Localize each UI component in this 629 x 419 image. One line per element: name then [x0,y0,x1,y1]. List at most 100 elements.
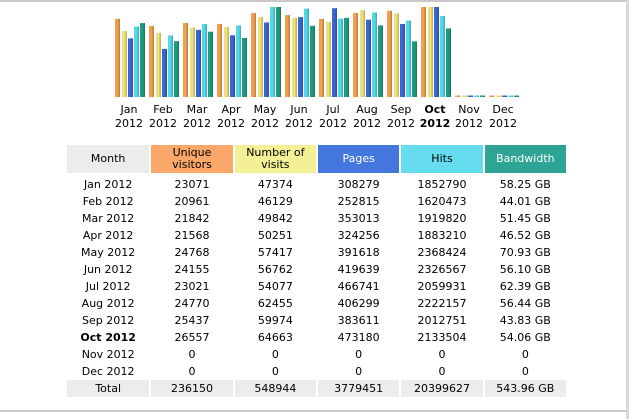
x-tick-year: 2012 [489,117,517,130]
bar-shade [511,95,513,97]
cell-hits: 2222157 [417,297,467,310]
bar-shade [390,10,392,98]
cell-visits: 49842 [257,212,293,225]
cell-visits: 0 [271,365,279,378]
bar-shade [381,25,383,97]
right-edge [626,0,629,419]
total-hits: 20399627 [401,380,483,397]
bar-hits-dec [508,95,513,97]
x-tick-year: 2012 [353,117,381,130]
bar-shade [118,18,120,97]
table-header-row: Month Unique visitors Number of visits P… [67,145,566,173]
bar-shade [199,29,201,98]
x-tick-month: Oct [424,103,445,116]
bar-shade [471,95,473,97]
cell-pages: 0 [355,348,363,361]
cell-visits: 47374 [257,178,293,191]
bar-hits-jan [134,26,139,97]
x-tick-month: May [254,103,277,116]
cell-unique: 24768 [174,246,210,259]
bar-shade [279,7,281,97]
cell-hits: 2059931 [417,280,467,293]
bar-shade [171,35,173,97]
total-unique: 236150 [151,380,233,397]
cell-unique: 0 [188,348,196,361]
cell-pages: 383611 [337,314,380,327]
bar-shade [186,22,188,98]
bar-pages-may [264,22,269,98]
bar-shade [261,17,263,97]
table-body: Jan 2012 23071 47374 308279 1852790 58.25 GB F… [67,176,566,397]
cell-bandwidth: 44.01 GB [499,195,551,208]
bar-shade [431,7,433,97]
cell-pages: 466741 [337,280,380,293]
cell-pages: 308279 [337,178,380,191]
bar-shade [152,25,154,97]
bar-pages-jun [298,17,303,97]
bar-hits-oct [440,15,445,97]
cell-pages: 353013 [337,212,380,225]
bar-bandwidth-jan [140,23,145,97]
bar-unique-feb [149,25,154,97]
table-row: Oct 2012 26557 64663 473180 2133504 54.06 GB [67,329,566,346]
bar-unique-sep [387,10,392,98]
table-row: Dec 2012 0 0 0 0 0 [67,363,566,380]
bar-visits-mar [190,27,195,97]
bar-shade [449,28,451,98]
cell-bandwidth: 54.06 GB [499,331,551,344]
cell-month: Jul 2012 [85,280,131,293]
cell-hits: 1883210 [417,229,467,242]
cell-hits: 2133504 [417,331,467,344]
bar-pages-dec [502,95,507,97]
header-month: Month [67,145,150,173]
table-row: Jun 2012 24155 56762 419639 2326567 56.10 GB [67,261,566,278]
cell-visits: 54077 [257,280,293,293]
cell-hits: 2012751 [417,314,467,327]
bar-hits-apr [236,25,241,97]
cell-hits: 2368424 [417,246,467,259]
table-row: Nov 2012 0 0 0 0 0 [67,346,566,363]
x-tick-year: 2012 [387,117,415,130]
bar-bandwidth-jun [310,25,315,97]
top-divider [0,0,629,2]
bar-shade [131,38,133,97]
cell-pages: 324256 [337,229,380,242]
bar-pages-aug [366,19,371,97]
x-tick-month: Apr [221,103,241,116]
bar-pages-feb [162,48,167,97]
bar-shade [329,21,331,97]
bar-hits-feb [168,35,173,97]
x-tick-year: 2012 [455,117,483,130]
bar-bandwidth-dec [514,95,519,97]
bar-pages-mar [196,29,201,98]
cell-bandwidth: 70.93 GB [499,246,551,259]
cell-unique: 24770 [174,297,210,310]
bar-shade [267,22,269,98]
cell-month: Nov 2012 [81,348,135,361]
bar-visits-dec [496,95,501,97]
bar-unique-jan [115,18,120,97]
cell-unique: 21842 [174,212,210,225]
cell-month: Apr 2012 [82,229,134,242]
cell-hits: 0 [438,348,446,361]
bar-shade [245,37,247,97]
bottom-divider [0,410,629,412]
bar-shade [403,24,405,98]
bar-shade [499,95,501,97]
bar-shade [143,23,145,97]
cell-unique: 0 [188,365,196,378]
bar-hits-sep [406,20,411,97]
cell-pages: 391618 [337,246,380,259]
bar-shade [465,95,467,97]
x-tick-month: Nov [458,103,480,116]
bar-shade [233,35,235,97]
bar-hits-jun [304,8,309,98]
cell-visits: 57417 [257,246,293,259]
cell-hits: 2326567 [417,263,467,276]
x-tick-month: Feb [153,103,172,116]
bar-shade [254,13,256,98]
bar-unique-oct [421,7,426,97]
cell-bandwidth: 56.44 GB [499,297,551,310]
bar-shade [322,18,324,97]
